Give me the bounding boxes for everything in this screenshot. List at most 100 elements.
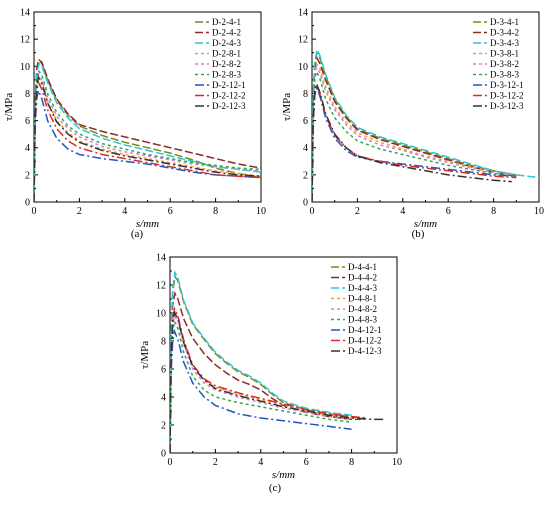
legend-entry: D-2-4-2 bbox=[212, 28, 241, 38]
chart-panel-1: 0 2 4 6 8 1002468101214s/mmτ/MPaD-2-4-1D-2-4-… bbox=[3, 8, 266, 241]
x-tick-label: 4 bbox=[258, 457, 263, 468]
legend-entry: D-4-12-2 bbox=[348, 336, 382, 346]
legend: D-3-4-1D-3-4-2D-3-4-3D-3-8-1D-3-8-2D-3-8… bbox=[473, 17, 524, 111]
x-tick-label: 0 bbox=[168, 457, 173, 468]
x-tick-label: 2 bbox=[77, 206, 82, 217]
series-line-D-4-12-1 bbox=[170, 328, 352, 453]
x-tick-label: 10 bbox=[256, 206, 266, 217]
y-tick-label: 2 bbox=[303, 170, 308, 181]
y-tick-label: 8 bbox=[161, 337, 166, 348]
y-tick-label: 6 bbox=[25, 116, 30, 127]
y-tick-label: 4 bbox=[303, 143, 308, 154]
series-line-D-3-8-2 bbox=[312, 65, 517, 202]
series-line-D-3-12-2 bbox=[312, 82, 517, 202]
legend-entry: D-2-8-3 bbox=[212, 70, 241, 80]
x-tick-label: 6 bbox=[304, 457, 309, 468]
x-tick-label: 8 bbox=[213, 206, 218, 217]
chart-panel-3: 0 2 4 6 8 1002468101214s/mmτ/MPaD-4-4-1D-4-4-… bbox=[139, 253, 402, 495]
y-tick-label: 10 bbox=[20, 62, 30, 73]
legend-entry: D-4-8-2 bbox=[348, 304, 377, 314]
series-line-D-3-4-3 bbox=[312, 47, 539, 202]
series-line-D-2-12-2 bbox=[34, 80, 261, 202]
y-tick-label: 6 bbox=[303, 116, 308, 127]
legend-entry: D-2-12-2 bbox=[212, 91, 246, 101]
legend-entry: D-4-8-3 bbox=[348, 315, 377, 325]
y-tick-label: 8 bbox=[303, 89, 308, 100]
legend-entry: D-2-4-1 bbox=[212, 17, 241, 27]
x-tick-label: 4 bbox=[400, 206, 405, 217]
series-line-D-2-12-1 bbox=[34, 88, 261, 202]
legend-entry: D-4-12-3 bbox=[348, 346, 382, 356]
y-tick-label: 0 bbox=[25, 198, 30, 209]
y-tick-label: 4 bbox=[25, 143, 30, 154]
x-tick-label: 6 bbox=[168, 206, 173, 217]
y-tick-label: 8 bbox=[25, 89, 30, 100]
x-axis-label: s/mm bbox=[272, 469, 295, 481]
x-tick-label: 2 bbox=[213, 457, 218, 468]
y-axis-label: τ/MPa bbox=[139, 341, 151, 369]
legend-entry: D-4-12-1 bbox=[348, 325, 382, 335]
legend-entry: D-2-12-3 bbox=[212, 101, 246, 111]
x-axis-label: s/mm bbox=[414, 218, 437, 230]
legend-entry: D-2-8-2 bbox=[212, 59, 241, 69]
legend-entry: D-2-12-1 bbox=[212, 80, 246, 90]
series-line-D-4-4-3 bbox=[170, 269, 352, 453]
legend-entry: D-4-8-1 bbox=[348, 294, 377, 304]
x-tick-label: 0 bbox=[32, 206, 37, 217]
series-line-D-2-8-3 bbox=[34, 68, 261, 202]
legend-entry: D-3-8-3 bbox=[490, 70, 519, 80]
series-line-D-2-4-2 bbox=[34, 58, 261, 202]
y-tick-label: 0 bbox=[161, 449, 166, 460]
legend-entry: D-3-12-3 bbox=[490, 101, 524, 111]
y-tick-label: 10 bbox=[156, 309, 166, 320]
series-line-D-4-8-3 bbox=[170, 319, 352, 453]
x-tick-label: 2 bbox=[355, 206, 360, 217]
y-tick-label: 2 bbox=[25, 170, 30, 181]
x-tick-label: 0 bbox=[310, 206, 315, 217]
legend-entry: D-3-4-1 bbox=[490, 17, 519, 27]
legend-entry: D-4-4-3 bbox=[348, 283, 377, 293]
series-line-D-2-4-3 bbox=[34, 62, 261, 202]
panel-caption: (c) bbox=[269, 482, 282, 494]
x-axis-label: s/mm bbox=[136, 218, 159, 230]
y-axis-label: τ/MPa bbox=[3, 93, 15, 121]
legend-entry: D-4-4-1 bbox=[348, 262, 377, 272]
y-tick-label: 10 bbox=[298, 62, 308, 73]
series-line-D-3-8-3 bbox=[312, 69, 517, 202]
series-line-D-3-12-3 bbox=[312, 81, 512, 202]
y-tick-label: 12 bbox=[20, 35, 30, 46]
y-tick-label: 14 bbox=[298, 8, 308, 19]
legend-entry: D-2-8-1 bbox=[212, 49, 241, 59]
y-tick-label: 14 bbox=[156, 253, 166, 264]
series-line-D-4-8-2 bbox=[170, 313, 352, 453]
chart-panel-2: 0 2 4 6 8 1002468101214s/mmτ/MPaD-3-4-1D-3-4-… bbox=[281, 8, 544, 241]
legend-entry: D-2-4-3 bbox=[212, 38, 241, 48]
y-tick-label: 4 bbox=[161, 393, 166, 404]
legend: D-4-4-1D-4-4-2D-4-4-3D-4-8-1D-4-8-2D-4-8… bbox=[331, 262, 382, 356]
y-tick-label: 12 bbox=[156, 281, 166, 292]
x-tick-label: 10 bbox=[534, 206, 544, 217]
legend-entry: D-3-12-1 bbox=[490, 80, 524, 90]
legend-entry: D-4-4-2 bbox=[348, 273, 377, 283]
panel-caption: (b) bbox=[412, 228, 425, 240]
y-tick-label: 6 bbox=[161, 365, 166, 376]
legend-entry: D-3-12-2 bbox=[490, 91, 524, 101]
y-axis-label: τ/MPa bbox=[281, 93, 293, 121]
legend-entry: D-3-8-2 bbox=[490, 59, 519, 69]
series-line-D-4-12-3 bbox=[170, 310, 386, 453]
y-tick-label: 0 bbox=[303, 198, 308, 209]
series-line-D-2-12-3 bbox=[34, 75, 261, 202]
series-line-D-2-8-2 bbox=[34, 72, 261, 202]
x-tick-label: 10 bbox=[392, 457, 402, 468]
legend-entry: D-3-4-2 bbox=[490, 28, 519, 38]
y-tick-label: 14 bbox=[20, 8, 30, 19]
series-line-D-3-4-2 bbox=[312, 55, 517, 202]
panel-caption: (a) bbox=[131, 228, 144, 240]
x-tick-label: 6 bbox=[446, 206, 451, 217]
legend-entry: D-3-8-1 bbox=[490, 49, 519, 59]
series-line-D-4-8-1 bbox=[170, 307, 366, 453]
y-tick-label: 2 bbox=[161, 421, 166, 432]
x-tick-label: 4 bbox=[122, 206, 127, 217]
x-tick-label: 8 bbox=[491, 206, 496, 217]
